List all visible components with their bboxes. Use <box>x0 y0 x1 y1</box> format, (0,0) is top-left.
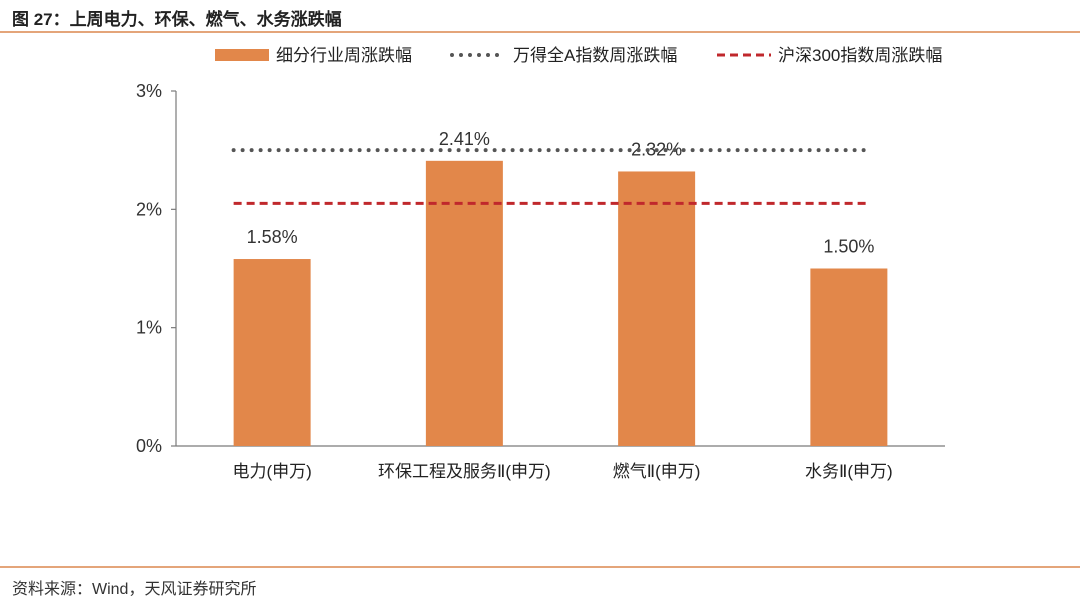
x-category-label: 电力(申万) <box>232 462 311 481</box>
x-category-label: 燃气Ⅱ(申万) <box>613 462 701 481</box>
source-note: 资料来源：Wind，天风证券研究所 <box>12 581 257 598</box>
legend-label-1: 万得全A指数周涨跌幅 <box>513 46 677 65</box>
figure-title: 图 27：上周电力、环保、燃气、水务涨跌幅 <box>12 10 342 29</box>
y-tick-label: 0% <box>136 436 162 456</box>
bar <box>425 160 503 447</box>
y-tick-label: 2% <box>136 199 162 219</box>
bar <box>810 268 888 446</box>
bar-value-label: 2.41% <box>439 129 490 149</box>
bar-chart: 细分行业周涨跌幅 万得全A指数周涨跌幅 沪深300指数周涨跌幅 0% 1% 2% 3% 1.5… <box>136 46 945 481</box>
bottom-divider <box>0 566 1080 568</box>
y-tick-label: 1% <box>136 318 162 338</box>
x-category-label: 环保工程及服务Ⅱ(申万) <box>378 462 551 481</box>
bar-value-label: 1.50% <box>823 237 874 257</box>
bar <box>233 259 311 446</box>
y-tick-label: 3% <box>136 81 162 101</box>
legend-label-2: 沪深300指数周涨跌幅 <box>778 46 942 65</box>
legend-label-0: 细分行业周涨跌幅 <box>276 46 412 65</box>
bar-value-label: 1.58% <box>247 227 298 247</box>
top-divider <box>0 31 1080 33</box>
bar <box>618 171 696 446</box>
legend-swatch-industry <box>215 49 269 61</box>
x-category-label: 水务Ⅱ(申万) <box>805 462 893 481</box>
